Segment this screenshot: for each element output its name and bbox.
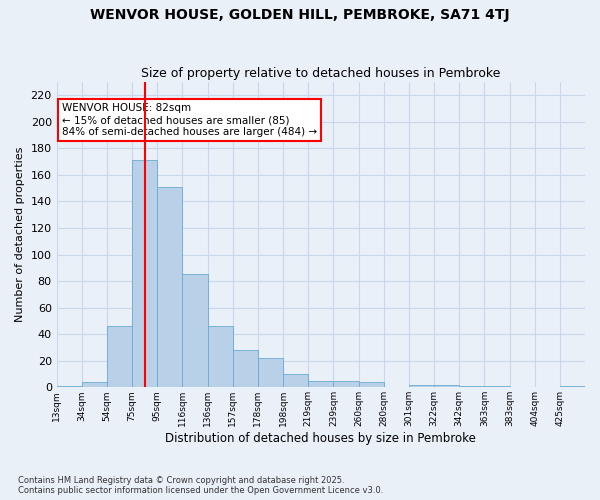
Bar [182, 274, 208, 388]
Bar [56, 386, 82, 388]
Bar [484, 386, 509, 388]
Y-axis label: Number of detached properties: Number of detached properties [15, 147, 25, 322]
Bar [107, 326, 132, 388]
Bar [334, 380, 359, 388]
Bar [459, 386, 484, 388]
Text: Contains HM Land Registry data © Crown copyright and database right 2025.
Contai: Contains HM Land Registry data © Crown c… [18, 476, 383, 495]
Bar [409, 384, 434, 388]
Bar [258, 358, 283, 388]
Bar [132, 160, 157, 388]
Bar [82, 382, 107, 388]
Title: Size of property relative to detached houses in Pembroke: Size of property relative to detached ho… [141, 66, 500, 80]
Text: WENVOR HOUSE: 82sqm
← 15% of detached houses are smaller (85)
84% of semi-detach: WENVOR HOUSE: 82sqm ← 15% of detached ho… [62, 104, 317, 136]
Bar [434, 384, 459, 388]
Bar [208, 326, 233, 388]
Bar [359, 382, 384, 388]
Bar [233, 350, 258, 388]
Bar [560, 386, 585, 388]
Bar [308, 380, 334, 388]
Text: WENVOR HOUSE, GOLDEN HILL, PEMBROKE, SA71 4TJ: WENVOR HOUSE, GOLDEN HILL, PEMBROKE, SA7… [90, 8, 510, 22]
Bar [157, 187, 182, 388]
X-axis label: Distribution of detached houses by size in Pembroke: Distribution of detached houses by size … [166, 432, 476, 445]
Bar [283, 374, 308, 388]
